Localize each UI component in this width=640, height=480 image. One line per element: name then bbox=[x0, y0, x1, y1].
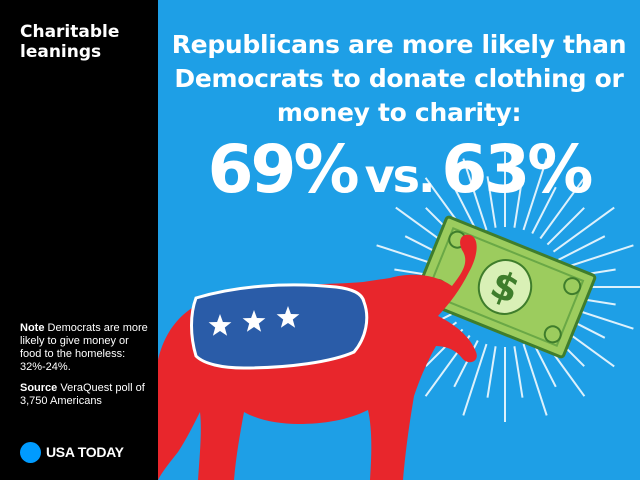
versus-label: vs. bbox=[364, 149, 436, 203]
republican-elephant-icon bbox=[158, 234, 477, 480]
note-text: Democrats are more likely to give money … bbox=[20, 322, 148, 373]
sidebar: Charitable leanings Note Democrats are m… bbox=[0, 0, 158, 480]
democrat-value: 63% bbox=[441, 131, 593, 208]
burst-ray bbox=[552, 206, 615, 253]
burst-ray bbox=[513, 346, 524, 398]
star-icon bbox=[208, 314, 232, 336]
source-label: Source bbox=[20, 382, 58, 394]
star-icon bbox=[242, 310, 266, 332]
source-text: VeraQuest poll of 3,750 Americans bbox=[20, 382, 145, 407]
main-panel: $ Republicans are more likely than Democ… bbox=[158, 0, 640, 480]
blanket-stars bbox=[208, 306, 300, 336]
republican-value: 69% bbox=[207, 131, 360, 208]
illustration: $ bbox=[158, 152, 640, 480]
burst-ray bbox=[462, 158, 488, 231]
burst-ray bbox=[522, 343, 548, 416]
burst-ray bbox=[513, 176, 524, 228]
sidebar-title: Charitable leanings bbox=[20, 22, 120, 62]
usa-today-logo: USA TODAY bbox=[20, 440, 124, 464]
notes: Note Democrats are more likely to give m… bbox=[20, 322, 148, 416]
burst-ray bbox=[522, 158, 548, 231]
logo-text: USA TODAY bbox=[46, 444, 124, 460]
burst-ray bbox=[486, 346, 497, 398]
burst-ray bbox=[561, 244, 634, 270]
source: Source VeraQuest poll of 3,750 Americans bbox=[20, 382, 148, 408]
burst-ray bbox=[462, 343, 488, 416]
burst-ray bbox=[558, 235, 606, 261]
logo-dot-icon bbox=[20, 441, 41, 463]
stat-comparison: 69% vs. 63% bbox=[158, 130, 640, 227]
burst-ray bbox=[486, 176, 497, 228]
note: Note Democrats are more likely to give m… bbox=[20, 322, 148, 374]
headline: Republicans are more likely than Democra… bbox=[171, 30, 627, 127]
star-icon bbox=[276, 306, 300, 328]
burst-ray bbox=[546, 207, 585, 246]
burst-ray bbox=[531, 186, 557, 234]
note-label: Note bbox=[20, 322, 45, 334]
burst-ray bbox=[539, 177, 586, 240]
